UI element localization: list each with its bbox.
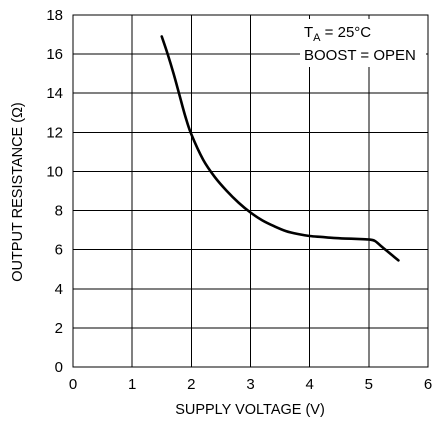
y-tick-label: 18 xyxy=(46,7,63,24)
y-tick-label: 12 xyxy=(46,124,63,141)
x-tick-label: 2 xyxy=(187,376,195,393)
y-tick-label: 6 xyxy=(55,242,63,259)
y-tick-label: 8 xyxy=(55,203,63,220)
curve-layer xyxy=(160,35,400,262)
y-tick-labels: 0 2 4 6 8 10 12 14 16 18 xyxy=(46,7,63,376)
y-tick-label: 0 xyxy=(55,359,63,376)
plot-frame xyxy=(72,14,429,368)
y-tick-label: 4 xyxy=(55,281,63,298)
output-resistance-curve xyxy=(160,35,400,262)
x-axis-title: SUPPLY VOLTAGE (V) xyxy=(175,402,325,418)
x-tick-label: 0 xyxy=(69,376,77,393)
x-tick-label: 6 xyxy=(424,376,432,393)
y-tick-label: 10 xyxy=(46,163,63,180)
annotation-boost: BOOST = OPEN xyxy=(304,47,416,64)
y-tick-label: 14 xyxy=(46,85,63,102)
y-axis-title: OUTPUT RESISTANCE (Ω) xyxy=(10,102,26,281)
x-tick-labels: 0 1 2 3 4 5 6 xyxy=(69,376,432,393)
grid xyxy=(73,15,428,367)
y-tick-label: 16 xyxy=(46,46,63,63)
x-tick-label: 5 xyxy=(365,376,373,393)
x-tick-label: 1 xyxy=(128,376,136,393)
annotation-temperature: TA = 25°C xyxy=(304,24,371,44)
annotation-background xyxy=(300,19,426,67)
y-tick-label: 2 xyxy=(55,320,63,337)
x-tick-label: 4 xyxy=(305,376,313,393)
x-tick-label: 3 xyxy=(246,376,254,393)
